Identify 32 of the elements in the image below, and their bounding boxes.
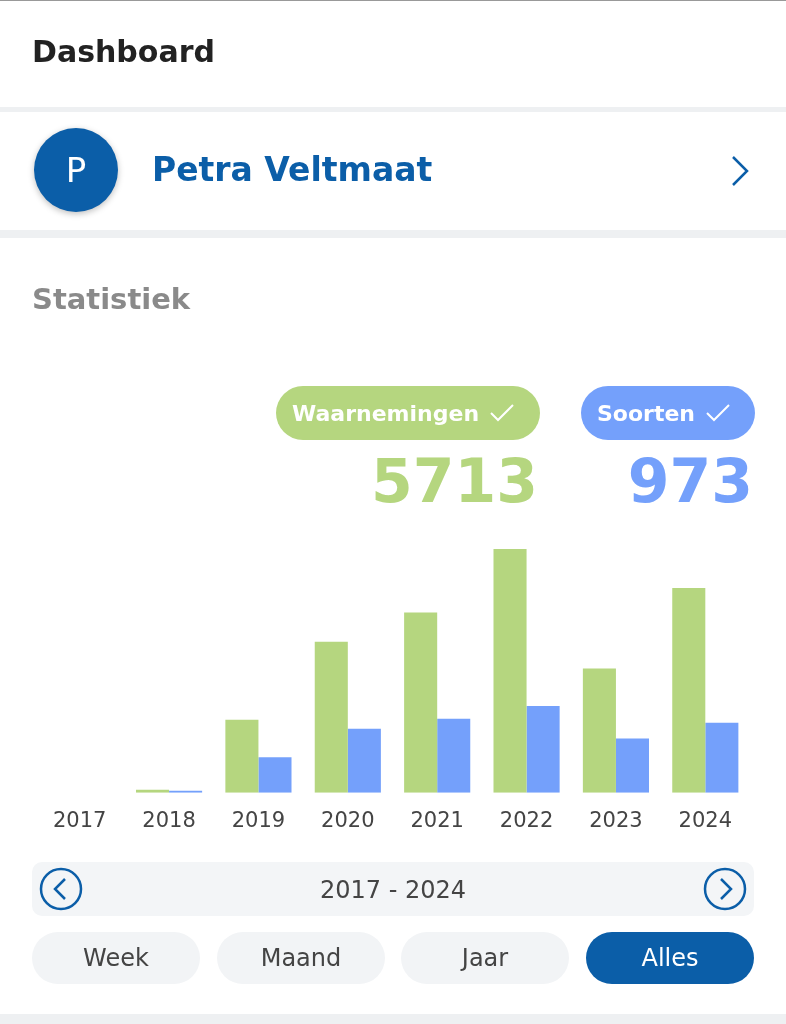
- bar: [493, 549, 527, 793]
- x-tick-label: 2021: [410, 807, 464, 832]
- text: Soorten: [597, 400, 696, 426]
- bar: [258, 757, 292, 793]
- text: Week: [32, 932, 200, 984]
- text: Maand: [217, 932, 385, 984]
- x-tick-label: 2017: [52, 807, 107, 832]
- text: Alles: [586, 932, 754, 984]
- x-tick-label: 2022: [499, 807, 554, 832]
- x-tick-label: 2019: [231, 807, 286, 832]
- bar: [705, 722, 739, 793]
- text: Dashboard: [32, 34, 215, 69]
- bar: [404, 612, 438, 793]
- bar: [582, 668, 616, 793]
- chart-title: Statistiek: [32, 282, 191, 316]
- text: Petra Veltmaat: [152, 150, 433, 189]
- bar: [314, 641, 348, 793]
- bar: [526, 706, 560, 793]
- text: Jaar: [401, 932, 569, 984]
- bar: [347, 728, 381, 793]
- text: 2017 - 2024: [318, 876, 468, 904]
- bar: [437, 718, 471, 793]
- text: 5713: [371, 446, 538, 516]
- bar: [225, 719, 259, 793]
- text: 973: [627, 446, 753, 516]
- x-tick-label: 2024: [678, 807, 733, 832]
- text: Waarnemingen: [292, 400, 480, 426]
- bar: [615, 738, 650, 793]
- x-tick-label: 2018: [142, 807, 196, 832]
- x-tick-label: 2020: [321, 807, 375, 832]
- x-tick-label: 2023: [589, 807, 643, 832]
- bar: [672, 588, 706, 793]
